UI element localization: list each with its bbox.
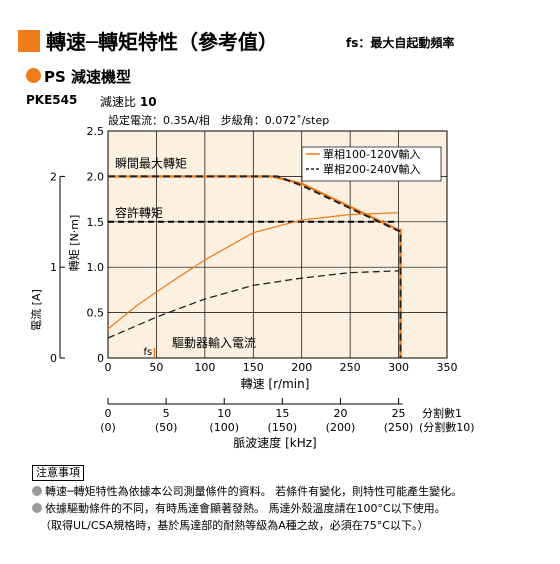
y-tick-label: 0: [97, 352, 104, 365]
pulse-axis-title: 脈波速度 [kHz]: [233, 435, 316, 450]
x-tick-label: 150: [243, 361, 264, 374]
pulse-tick-label-sub: (100): [209, 421, 239, 434]
x-tick-label: 250: [340, 361, 361, 374]
note-bullet-icon: [32, 486, 42, 496]
y-tick-label: 2.0: [87, 170, 105, 183]
gear-ratio: 減速比 10: [100, 93, 157, 110]
pulse-tick-label: 25: [392, 407, 406, 420]
note-text: 轉速─轉矩特性為依據本公司測量條件的資料。 若條件有變化，則特性可能產生變化。: [45, 485, 463, 498]
torque-curve-series-2: [108, 175, 402, 358]
pulse-tick-label-sub: (150): [268, 421, 298, 434]
current-axis-title: 電流 [A]: [29, 289, 43, 331]
model-name: PKE545: [26, 93, 78, 107]
driver-current-label: 驅動器輸入電流: [172, 335, 256, 350]
bullet-dot-icon: [26, 68, 41, 83]
torque-axis-title: 轉矩 [N·m]: [68, 215, 81, 272]
note-item: 轉速─轉矩特性為依據本公司測量條件的資料。 若條件有變化，則特性可能產生變化。: [32, 483, 552, 500]
note-text: 依據驅動條件的不同，有時馬達會顯著發熱。 馬達外殼溫度請在100°C以下使用。: [45, 502, 446, 515]
y-tick-label: 1.5: [87, 216, 105, 229]
pulse-division-1-label: 分割數1: [422, 406, 462, 420]
pulse-tick-label-sub: (50): [155, 421, 178, 434]
pulse-tick-label: 15: [275, 407, 289, 420]
notes-section: 注意事項 轉速─轉矩特性為依據本公司測量條件的資料。 若條件有變化，則特性可能產…: [32, 464, 552, 534]
gear-ratio-label: 減速比: [100, 95, 137, 109]
legend-label: 單相200-240V輸入: [323, 162, 421, 176]
y-tick-label: 2.5: [87, 125, 105, 138]
permissible-torque-label: 容許轉矩: [115, 205, 163, 220]
y-tick-label: 1.0: [87, 261, 105, 274]
note-sub: （取得UL/CSA規格時，基於馬達部的耐熱等級為A種之故，必須在75°C以下。）: [40, 519, 429, 532]
pulse-tick-label-sub: (0): [100, 421, 116, 434]
pulse-tick-label: 5: [163, 407, 170, 420]
legend-box: [301, 146, 442, 182]
x-tick-label: 100: [194, 361, 215, 374]
pulse-tick-label-sub: (250): [384, 421, 414, 434]
notes-title: 注意事項: [32, 465, 84, 481]
current-tick-label: 1: [50, 261, 57, 274]
x-tick-label: 0: [105, 361, 112, 374]
pulse-tick-label: 10: [217, 407, 231, 420]
speed-torque-chart: 0 50 100 150 200 250 300 35000.51.01.52.02.5012…: [29, 125, 475, 450]
current-tick-label: 2: [50, 170, 57, 183]
pulse-tick-label: 0: [105, 407, 112, 420]
x-tick-label: 300: [388, 361, 409, 374]
current-tick-label: 0: [50, 352, 57, 365]
gear-ratio-value: 10: [139, 95, 157, 109]
note-item: 依據驅動條件的不同，有時馬達會顯著發熱。 馬達外殼溫度請在100°C以下使用。: [32, 500, 552, 517]
pulse-division-10-label: (分割數10): [419, 420, 475, 434]
fs-label: fs: [143, 347, 152, 358]
y-tick-label: 0.5: [87, 307, 105, 320]
current-curve-series-1: [107, 212, 399, 330]
page-title: 轉速─轉矩特性（參考值）: [46, 30, 279, 54]
pulse-tick-label: 20: [333, 407, 347, 420]
x-tick-label: 350: [437, 361, 458, 374]
fs-definition: fs：最大自起動頻率: [346, 36, 455, 50]
series-heading-text: PS 減速機型: [44, 68, 132, 86]
pulse-tick-label-sub: (200): [326, 421, 356, 434]
x-tick-label: 200: [291, 361, 312, 374]
current-curve-series-2: [107, 270, 399, 339]
test-conditions: 設定電流：0.35A/相 步級角：0.072˚/step: [108, 114, 330, 127]
x-axis-title: 轉速 [r/min]: [241, 377, 310, 391]
accent-square-icon: [18, 30, 40, 52]
legend-label: 單相100-120V輸入: [323, 147, 421, 161]
page-header: 轉速─轉矩特性（參考值） fs：最大自起動頻率: [18, 24, 548, 54]
instant-max-torque-label: 瞬間最大轉矩: [115, 156, 187, 170]
x-tick-label: 50: [149, 361, 163, 374]
note-bullet-icon: [32, 503, 42, 513]
